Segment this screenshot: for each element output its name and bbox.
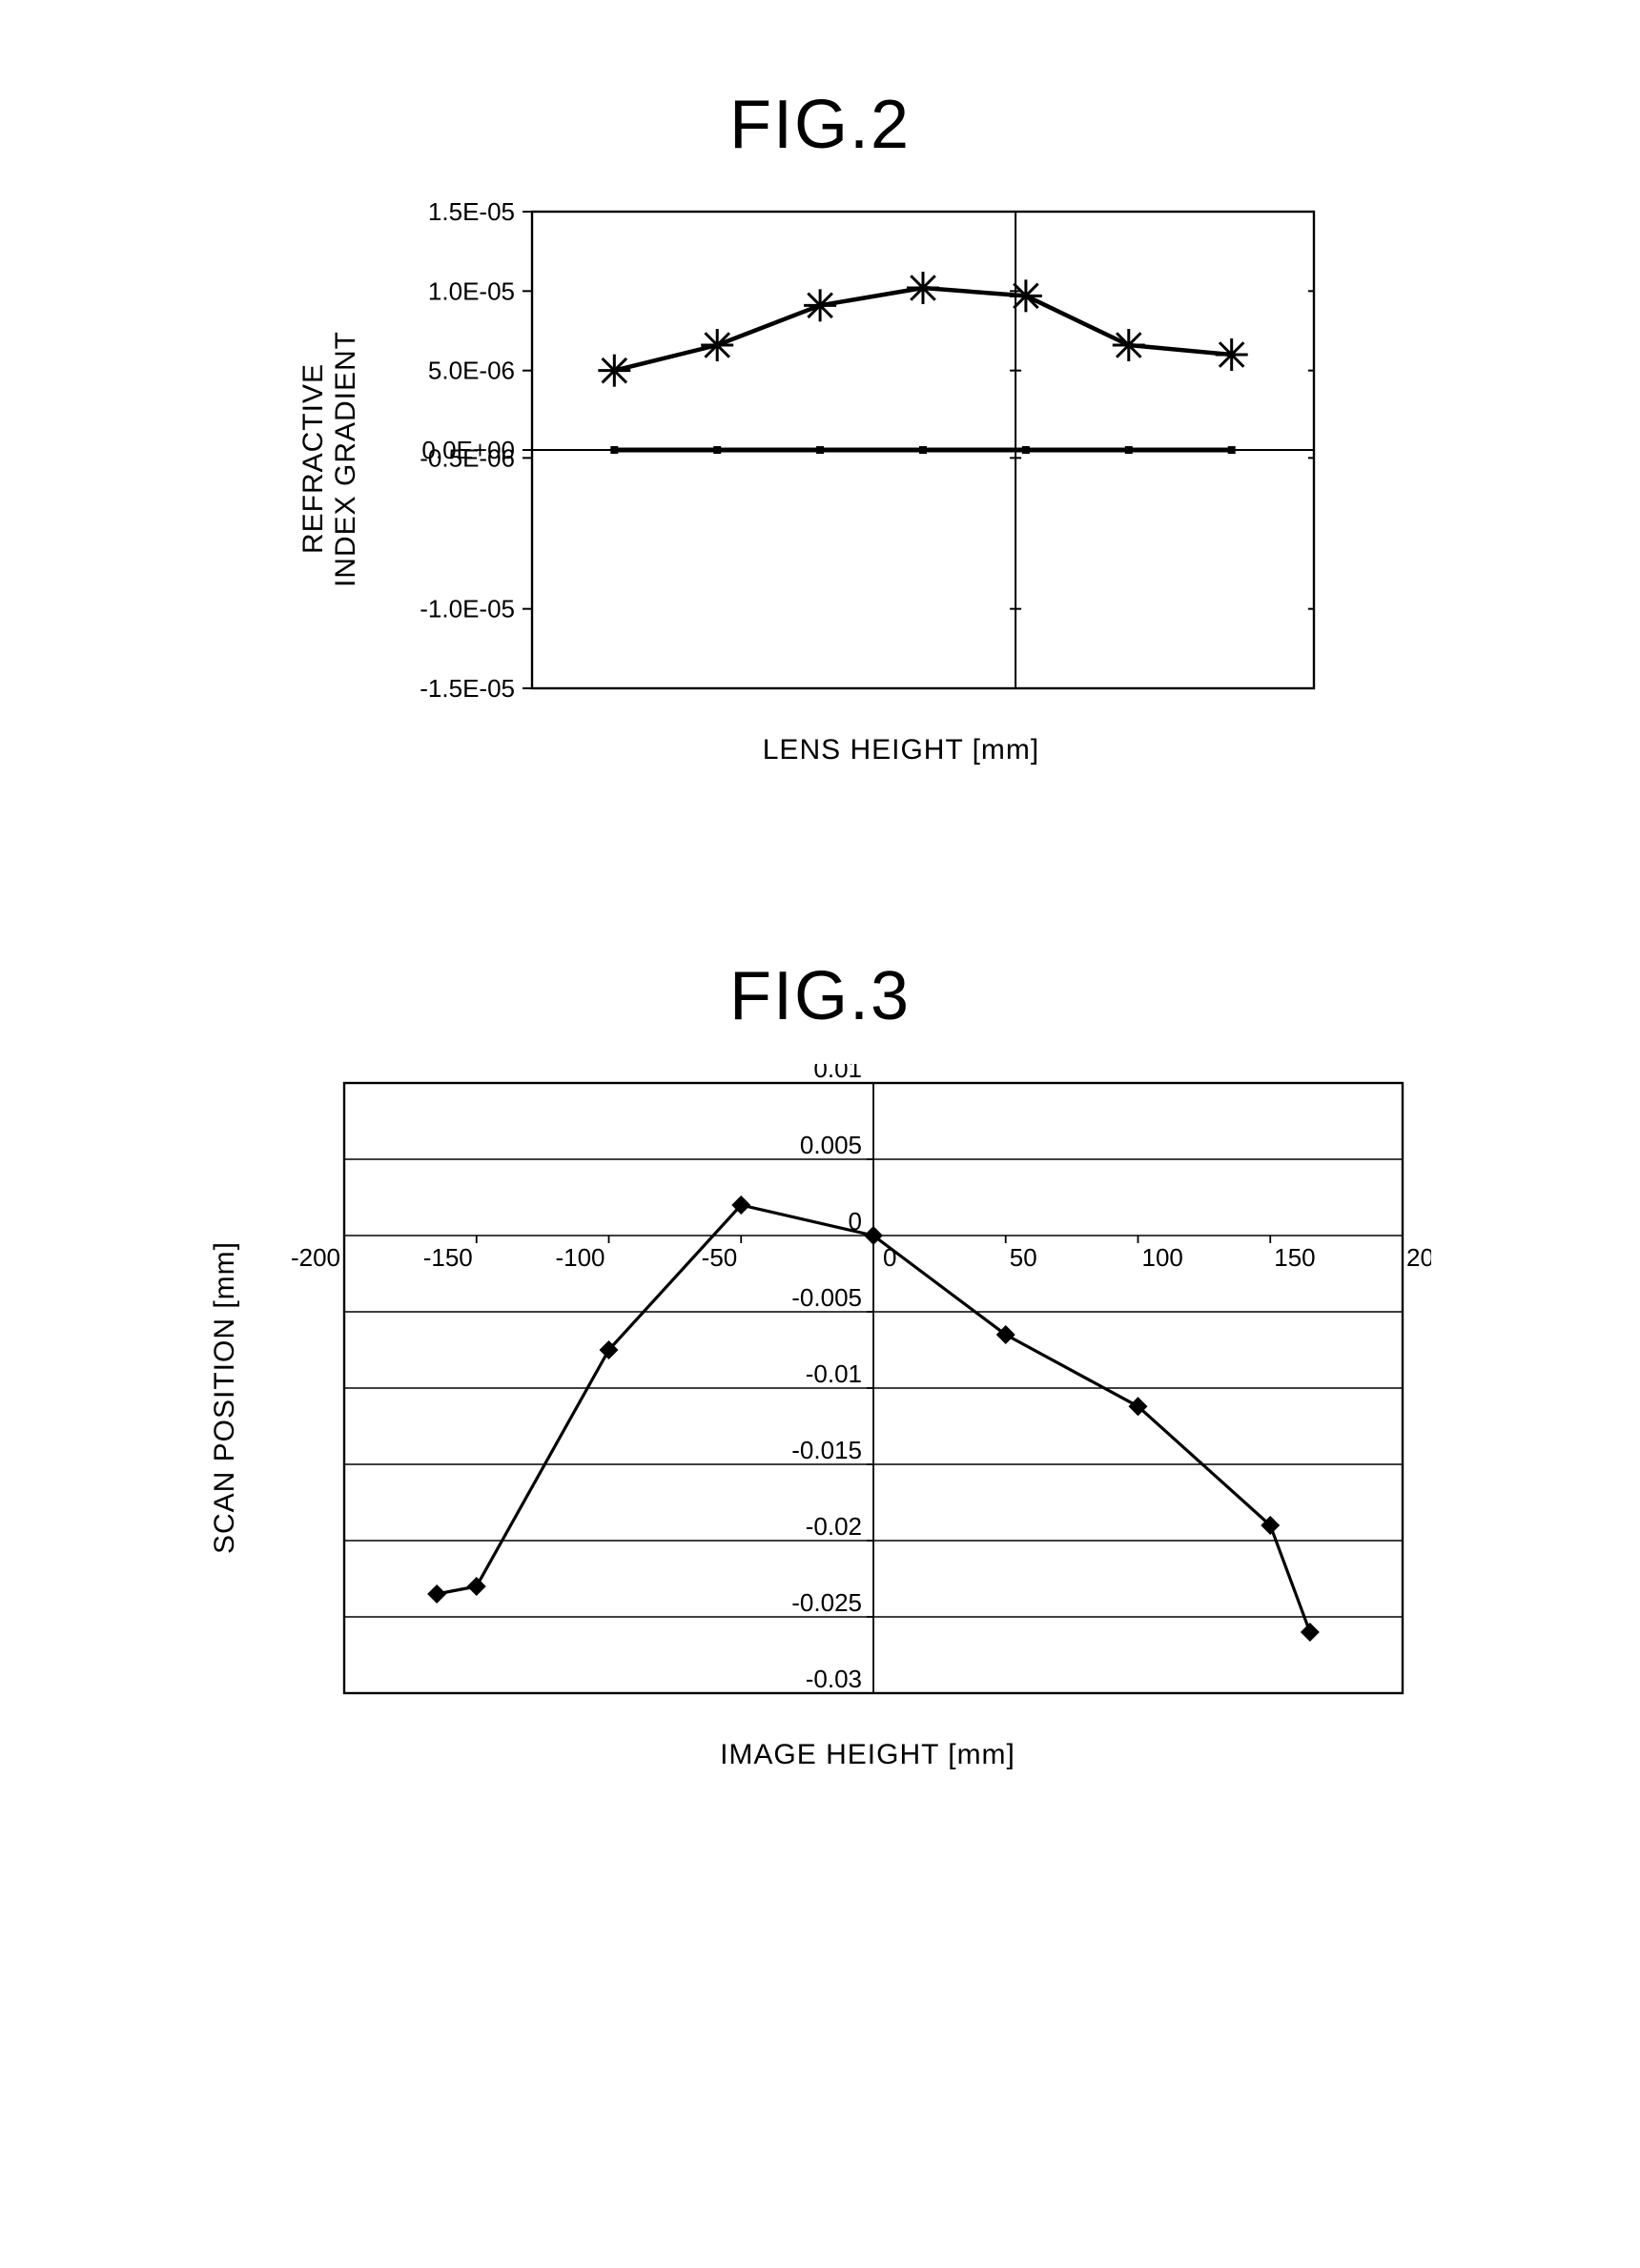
figure-3-block: FIG.3 SCAN POSITION [mm] 0.010.0050-0.00… — [0, 957, 1640, 1771]
figure-3-container: SCAN POSITION [mm] 0.010.0050-0.005-0.01… — [191, 1064, 1449, 1771]
svg-text:200: 200 — [1406, 1243, 1431, 1272]
svg-text:100: 100 — [1142, 1243, 1183, 1272]
figure-2-chart-row: REFRACTIVEINDEX GRADIENT 1.5E-05 1.0E-05 5… — [296, 193, 1344, 726]
figure-3-x-axis-label: IMAGE HEIGHT [mm] — [191, 1739, 1449, 1771]
figure-2-chart: 1.5E-051.0E-055.0E-060.0E+00-0.5E-06-1.0… — [370, 193, 1343, 726]
svg-text:150: 150 — [1274, 1243, 1315, 1272]
svg-text:-100: -100 — [555, 1243, 605, 1272]
svg-text:-0.5E-06: -0.5E-06 — [420, 443, 515, 472]
svg-text:-50: -50 — [702, 1243, 738, 1272]
figure-2-container: REFRACTIVEINDEX GRADIENT 1.5E-05 1.0E-05 5… — [296, 193, 1344, 766]
figure-3-chart-row: SCAN POSITION [mm] 0.010.0050-0.005-0.01… — [191, 1064, 1449, 1731]
svg-text:-0.025: -0.025 — [791, 1588, 862, 1617]
figure-2-block: FIG.2 REFRACTIVEINDEX GRADIENT 1.5E-05 1.… — [0, 86, 1640, 766]
figure-3-chart: 0.010.0050-0.005-0.01-0.015-0.02-0.025-0… — [249, 1064, 1431, 1731]
svg-text:5.0E-06: 5.0E-06 — [428, 357, 515, 385]
svg-text:-1.0E-05: -1.0E-05 — [420, 595, 515, 623]
svg-text:-1.5E-05: -1.5E-05 — [420, 674, 515, 703]
figure-2-x-axis-label: LENS HEIGHT [mm] — [296, 734, 1344, 766]
svg-text:-0.02: -0.02 — [806, 1512, 862, 1541]
svg-text:1.0E-05: 1.0E-05 — [428, 276, 515, 305]
figure-3-y-axis-label: SCAN POSITION [mm] — [209, 1241, 241, 1554]
page: FIG.2 REFRACTIVEINDEX GRADIENT 1.5E-05 1.… — [0, 0, 1640, 1886]
figure-2-y-axis-label: REFRACTIVEINDEX GRADIENT — [297, 331, 362, 587]
svg-text:-150: -150 — [423, 1243, 473, 1272]
svg-text:-0.005: -0.005 — [791, 1283, 862, 1312]
svg-text:1.5E-05: 1.5E-05 — [428, 197, 515, 226]
svg-text:-0.03: -0.03 — [806, 1665, 862, 1693]
svg-text:50: 50 — [1010, 1243, 1037, 1272]
svg-text:-0.01: -0.01 — [806, 1359, 862, 1388]
svg-text:0.005: 0.005 — [800, 1131, 862, 1159]
figure-3-title: FIG.3 — [729, 957, 911, 1035]
svg-text:-0.015: -0.015 — [791, 1436, 862, 1464]
figure-2-title: FIG.2 — [729, 86, 911, 164]
svg-text:0.01: 0.01 — [813, 1064, 862, 1083]
svg-text:-200: -200 — [291, 1243, 340, 1272]
figure-spacer — [0, 766, 1640, 957]
